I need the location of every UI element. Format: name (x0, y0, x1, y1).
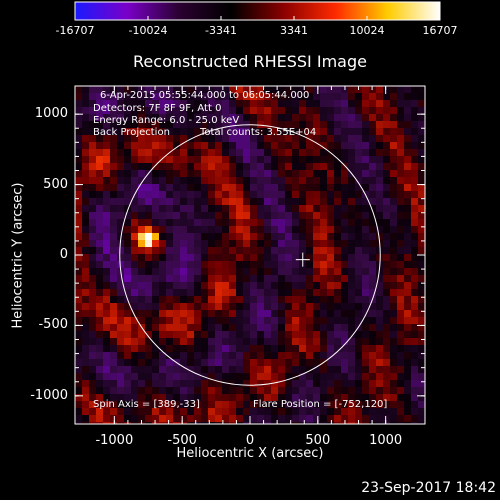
colorbar-tick-label: 10024 (349, 24, 385, 37)
colorbar-tick-label: 16707 (422, 24, 458, 37)
image-area (75, 86, 425, 424)
axis-ticks (75, 86, 425, 424)
x-tick-label: -500 (167, 433, 197, 448)
info-line: Total counts: 3.55E+04 (200, 127, 317, 138)
spin-axis-marker (295, 252, 310, 267)
y-tick-label: 500 (43, 176, 68, 192)
x-tick-label: 1000 (369, 433, 403, 448)
info-line: Back Projection (93, 127, 170, 138)
solar-limb-circle (119, 124, 381, 386)
colorbar-ticks (74, 16, 441, 20)
colorbar (74, 1, 441, 21)
y-tick-label: -500 (38, 317, 68, 333)
colorbar-tick-label: 3341 (280, 24, 308, 37)
info-line: Detectors: 7F 8F 9F, Att 0 (93, 103, 222, 114)
spin-axis-text: Spin Axis = [389,-33] (93, 399, 200, 410)
y-tick-label: 1000 (34, 106, 68, 122)
y-tick-label: -1000 (30, 387, 68, 403)
backprojection-image (75, 86, 425, 424)
plot-title: Reconstructed RHESSI Image (133, 52, 367, 71)
colorbar-tick-label: -10024 (128, 24, 168, 37)
x-tick-label: -1000 (95, 433, 134, 448)
x-tick-label: 0 (245, 433, 255, 448)
flare-position-text: Flare Position = [-752,120] (253, 399, 388, 410)
y-axis-label: Heliocentric Y (arcsec) (10, 182, 26, 329)
info-line: 6-Apr-2015 05:55:44.000 to 06:05:44.000 (100, 90, 310, 101)
x-axis-label: Heliocentric X (arcsec) (176, 446, 324, 461)
x-tick-label: 500 (305, 433, 331, 448)
date-stamp: 23-Sep-2017 18:42 (361, 480, 496, 496)
colorbar-tick-label: -16707 (55, 24, 95, 37)
colorbar-tick-label: -3341 (205, 24, 237, 37)
y-tick-label: 0 (59, 247, 68, 262)
info-line: Energy Range: 6.0 - 25.0 keV (93, 115, 240, 126)
